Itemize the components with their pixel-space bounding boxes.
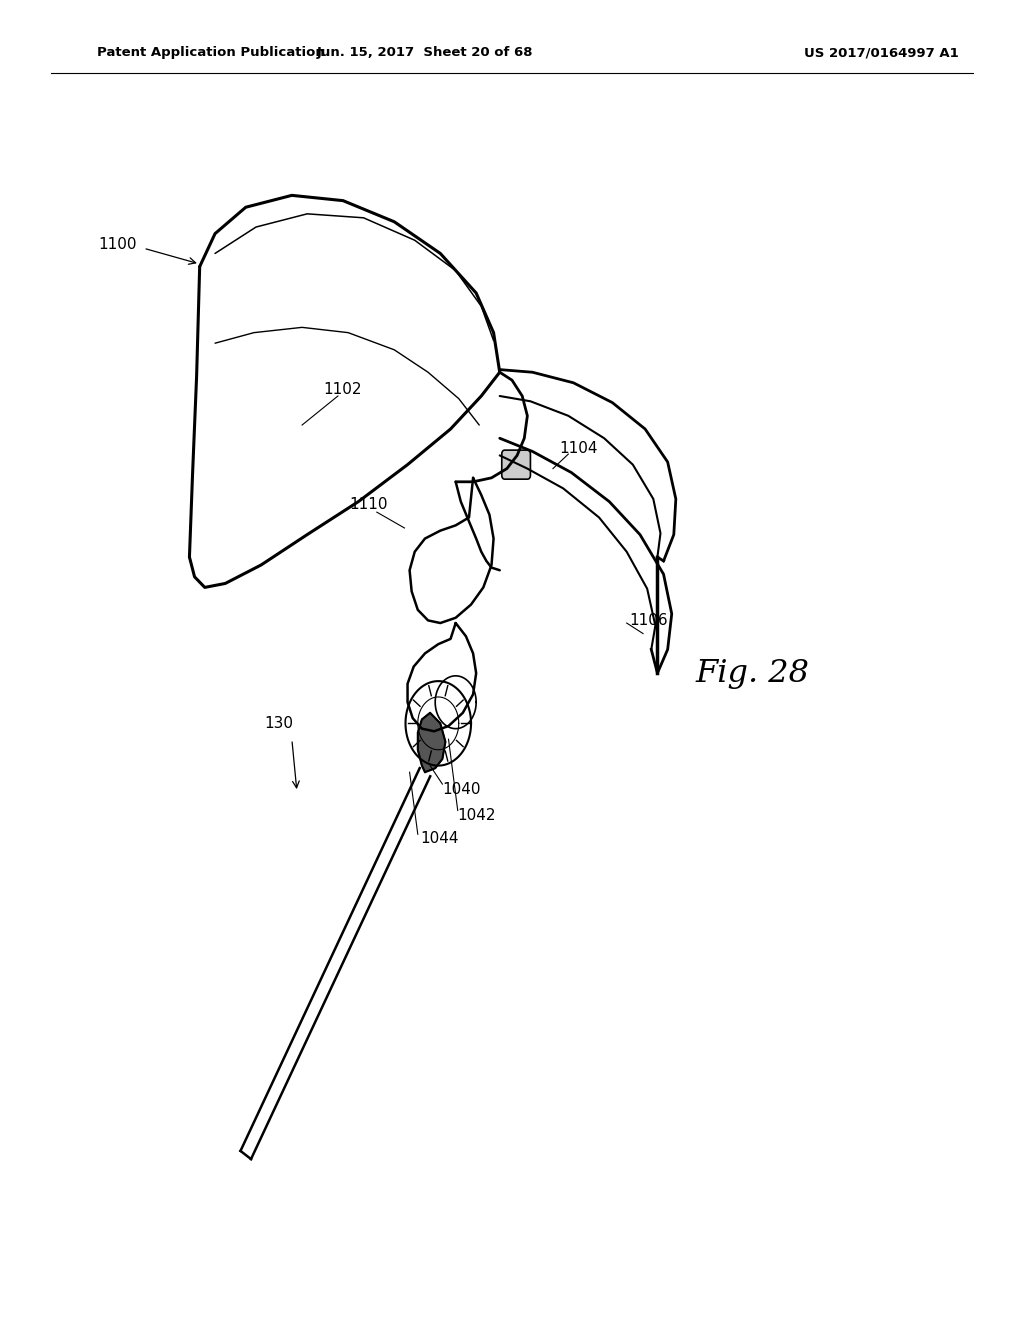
Polygon shape <box>418 713 445 772</box>
Text: 1040: 1040 <box>442 781 481 797</box>
Text: Jun. 15, 2017  Sheet 20 of 68: Jun. 15, 2017 Sheet 20 of 68 <box>316 46 534 59</box>
Text: Patent Application Publication: Patent Application Publication <box>97 46 325 59</box>
FancyBboxPatch shape <box>502 450 530 479</box>
Text: 1104: 1104 <box>559 441 598 457</box>
Text: US 2017/0164997 A1: US 2017/0164997 A1 <box>804 46 958 59</box>
Text: 1044: 1044 <box>420 830 459 846</box>
Text: 1110: 1110 <box>349 496 388 512</box>
Text: 130: 130 <box>264 715 293 731</box>
Text: 1042: 1042 <box>458 808 497 824</box>
Text: Fig. 28: Fig. 28 <box>695 657 810 689</box>
Text: 1100: 1100 <box>98 236 137 252</box>
Text: 1102: 1102 <box>324 381 362 397</box>
Text: 1106: 1106 <box>630 612 669 628</box>
